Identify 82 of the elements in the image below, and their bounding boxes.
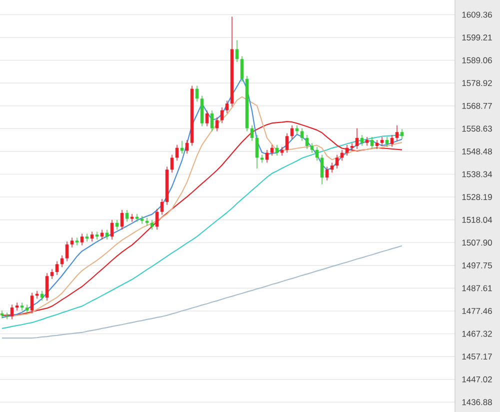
candlestick (20, 302, 24, 311)
candlestick (135, 214, 139, 222)
candlestick (90, 231, 94, 242)
y-tick-label: 1467.32 (462, 330, 492, 337)
candlestick (345, 144, 349, 156)
candlestick (70, 237, 74, 248)
candlestick (320, 154, 324, 185)
candlestick (130, 214, 134, 222)
candlestick (160, 198, 164, 216)
candlestick (195, 85, 199, 102)
candlestick (350, 142, 354, 152)
candlestick (300, 128, 304, 142)
candlestick (260, 154, 264, 163)
y-tick-label: 1558.63 (462, 126, 492, 132)
candlestick (220, 107, 224, 124)
candlestick (270, 144, 274, 156)
candlestick (205, 110, 209, 127)
candlestick (210, 110, 214, 132)
candlestick (250, 125, 254, 142)
candlestick (275, 144, 279, 156)
y-tick-label: 1487.61 (462, 285, 492, 292)
candlestick (310, 142, 314, 154)
candlestick (385, 136, 389, 148)
candlestick (85, 233, 89, 242)
candlestick (175, 144, 179, 161)
candlestick (155, 208, 159, 230)
candlestick (370, 136, 374, 150)
y-tick-label: 1528.19 (462, 194, 492, 200)
candlestick (215, 116, 219, 132)
candlestick (400, 128, 404, 140)
candlestick (170, 154, 174, 173)
candlestick (15, 302, 19, 311)
candlestick (285, 132, 289, 154)
y-tick-label: 1538.34 (462, 171, 492, 178)
candlestick (225, 100, 229, 114)
candlestick (80, 233, 84, 246)
candlestick (30, 292, 34, 314)
candlestick (365, 136, 369, 146)
y-tick-label: 1568.77 (462, 102, 492, 109)
y-tick-label: 1477.46 (462, 308, 492, 314)
candlestick (65, 241, 69, 262)
candlestick (45, 272, 49, 301)
candlestick (10, 304, 14, 320)
y-tick-label: 1436.88 (462, 399, 492, 406)
candlestick (390, 134, 394, 148)
candlestick (360, 134, 364, 146)
y-tick-label: 1447.02 (462, 376, 492, 382)
candlestick (5, 312, 9, 320)
candlestick (330, 162, 334, 173)
candlestick (105, 229, 109, 240)
candlestick (145, 218, 149, 226)
candlestick (355, 128, 359, 150)
y-tick-label: 1548.48 (462, 148, 492, 154)
candlestick (380, 136, 384, 146)
candlestick (280, 146, 284, 156)
candlestick (325, 166, 329, 181)
y-tick-label: 1457.17 (462, 354, 492, 360)
candlestick (95, 231, 99, 240)
candlestick (0, 310, 4, 319)
candlestick (240, 56, 244, 82)
candlestick (335, 154, 339, 169)
candlestick (140, 216, 144, 224)
candlestick (305, 134, 309, 150)
candlestick (235, 40, 239, 62)
candlestick (255, 134, 259, 169)
y-tick-label: 1589.06 (462, 57, 492, 64)
y-tick-label: 1599.21 (462, 34, 492, 40)
candlestick (125, 210, 129, 222)
candlestick (50, 268, 54, 280)
candlestick (375, 140, 379, 150)
candlestick (120, 210, 124, 230)
candlestick (395, 125, 399, 142)
candlestick (75, 237, 79, 246)
candlestick (55, 260, 59, 276)
y-tick-label: 1609.36 (462, 12, 492, 18)
y-tick-label: 1507.90 (462, 240, 492, 246)
candlestick (110, 220, 114, 240)
candlestick (100, 229, 104, 240)
candlestick (25, 304, 29, 314)
y-tick-label: 1578.92 (462, 80, 492, 86)
y-tick-label: 1497.75 (462, 262, 492, 268)
y-tick-label: 1518.04 (462, 216, 492, 223)
